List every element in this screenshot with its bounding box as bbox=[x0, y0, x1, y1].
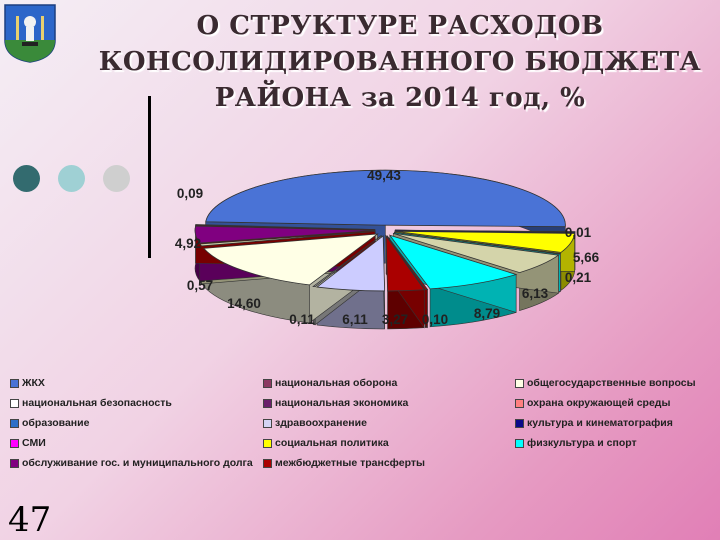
page-number: 47 bbox=[8, 500, 52, 540]
legend-item: национальная экономика bbox=[263, 397, 408, 409]
legend-item: межбюджетные трансферты bbox=[263, 457, 425, 469]
pie-data-label: 0,21 bbox=[565, 270, 592, 285]
pie-slice bbox=[385, 234, 425, 292]
legend-swatch bbox=[10, 438, 19, 448]
pie-data-label: 14,60 bbox=[227, 296, 261, 311]
legend-label: обслуживание гос. и муниципального долга bbox=[22, 457, 253, 469]
legend-item: социальная политика bbox=[263, 437, 389, 449]
decor-dot-3 bbox=[103, 165, 130, 192]
title-line-2: КОНСОЛИДИРОВАННОГО БЮДЖЕТА bbox=[98, 47, 702, 77]
legend-swatch bbox=[10, 378, 19, 388]
legend-swatch bbox=[263, 458, 272, 468]
legend-item: общегосударственные вопросы bbox=[515, 377, 696, 389]
legend-swatch bbox=[10, 418, 19, 428]
legend-item: образование bbox=[10, 417, 89, 429]
pie-tops bbox=[194, 169, 576, 292]
pie-data-label: 6,13 bbox=[522, 286, 549, 301]
pie-labels: 49,43 0,01 5,66 0,21 6,13 8,79 0,10 3,27 6,11 0,1… bbox=[175, 168, 600, 327]
pie-slice bbox=[394, 230, 576, 253]
pie-data-label: 4,92 bbox=[175, 236, 201, 251]
legend-swatch bbox=[263, 378, 272, 388]
legend-swatch bbox=[515, 418, 524, 428]
legend-item: культура и кинематография bbox=[515, 417, 673, 429]
legend-item: обслуживание гос. и муниципального долга bbox=[10, 457, 253, 469]
pie-slice bbox=[386, 235, 429, 291]
legend-swatch bbox=[515, 438, 524, 448]
legend-item: ЖКХ bbox=[10, 377, 45, 389]
pie-data-label: 49,43 bbox=[367, 168, 401, 183]
decorative-divider bbox=[148, 96, 151, 258]
legend-item: охрана окружающей среды bbox=[515, 397, 670, 409]
pie-data-label: 3,27 bbox=[382, 312, 408, 327]
legend-label: межбюджетные трансферты bbox=[275, 457, 425, 469]
pie-slice bbox=[394, 231, 562, 255]
page-title: О СТРУКТУРЕ РАСХОДОВ КОНСОЛИДИРОВАННОГО … bbox=[70, 8, 720, 116]
legend-label: здравоохранение bbox=[275, 417, 367, 429]
pie-data-label: 6,11 bbox=[342, 312, 368, 327]
pie-slice bbox=[388, 234, 518, 290]
legend-swatch bbox=[263, 418, 272, 428]
coat-of-arms-icon bbox=[2, 2, 58, 64]
pie-data-label: 5,66 bbox=[573, 250, 600, 265]
pie-slice bbox=[199, 231, 376, 247]
legend-label: СМИ bbox=[22, 437, 46, 449]
decor-dot-1 bbox=[13, 165, 40, 192]
pie-slice bbox=[393, 232, 560, 273]
legend-label: физкультура и спорт bbox=[527, 437, 637, 449]
legend-label: общегосударственные вопросы bbox=[527, 377, 696, 389]
legend-swatch bbox=[10, 398, 19, 408]
pie-data-label: 8,79 bbox=[474, 306, 500, 321]
legend-label: национальная безопасность bbox=[22, 397, 172, 409]
legend-label: образование bbox=[22, 417, 90, 429]
title-line-3: РАЙОНА за 2014 год, % bbox=[214, 83, 586, 113]
pie-slice bbox=[316, 235, 386, 292]
legend-item: национальная оборона bbox=[263, 377, 397, 389]
legend-label: социальная политика bbox=[275, 437, 389, 449]
legend-item: физкультура и спорт bbox=[515, 437, 637, 449]
legend-item: СМИ bbox=[10, 437, 46, 449]
legend-swatch bbox=[10, 458, 19, 468]
pie-slice bbox=[202, 233, 379, 286]
pie-data-label: 0,57 bbox=[187, 278, 213, 293]
pie-slice bbox=[195, 224, 376, 230]
pie-data-label: 0,01 bbox=[565, 225, 592, 240]
legend-swatch bbox=[515, 378, 524, 388]
legend-label: культура и кинематография bbox=[527, 417, 673, 429]
legend-label: национальная экономика bbox=[275, 397, 409, 409]
legend-label: ЖКХ bbox=[22, 377, 45, 389]
title-line-1: О СТРУКТУРЕ РАСХОДОВ bbox=[196, 11, 604, 41]
pie-data-label: 0,11 bbox=[289, 312, 315, 327]
legend-label: охрана окружающей среды bbox=[527, 397, 671, 409]
legend-item: здравоохранение bbox=[263, 417, 367, 429]
pie-data-label: 0,09 bbox=[177, 186, 203, 201]
pie-chart: 49,43 0,01 5,66 0,21 6,13 8,79 0,10 3,27 6,11 0,1… bbox=[160, 150, 620, 345]
pie-slice bbox=[312, 235, 382, 288]
legend-label: национальная оборона bbox=[275, 377, 398, 389]
legend-swatch bbox=[515, 398, 524, 408]
pie-data-label: 0,10 bbox=[422, 312, 448, 327]
pie-slice bbox=[194, 225, 376, 244]
pie-slice bbox=[205, 169, 566, 228]
pie-slice bbox=[394, 229, 576, 233]
decor-dot-2 bbox=[58, 165, 85, 192]
legend-swatch bbox=[263, 398, 272, 408]
legend-item: национальная безопасность bbox=[10, 397, 172, 409]
pie-chart-svg: 49,43 0,01 5,66 0,21 6,13 8,79 0,10 3,27 6,11 0,1… bbox=[175, 168, 600, 330]
legend-swatch bbox=[263, 438, 272, 448]
